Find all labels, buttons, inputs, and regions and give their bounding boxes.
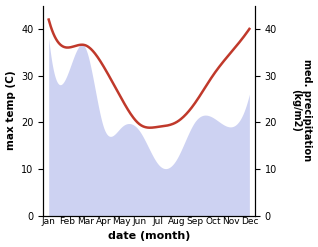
Y-axis label: med. precipitation
(kg/m2): med. precipitation (kg/m2) (291, 60, 313, 162)
X-axis label: date (month): date (month) (108, 231, 190, 242)
Y-axis label: max temp (C): max temp (C) (5, 71, 16, 150)
